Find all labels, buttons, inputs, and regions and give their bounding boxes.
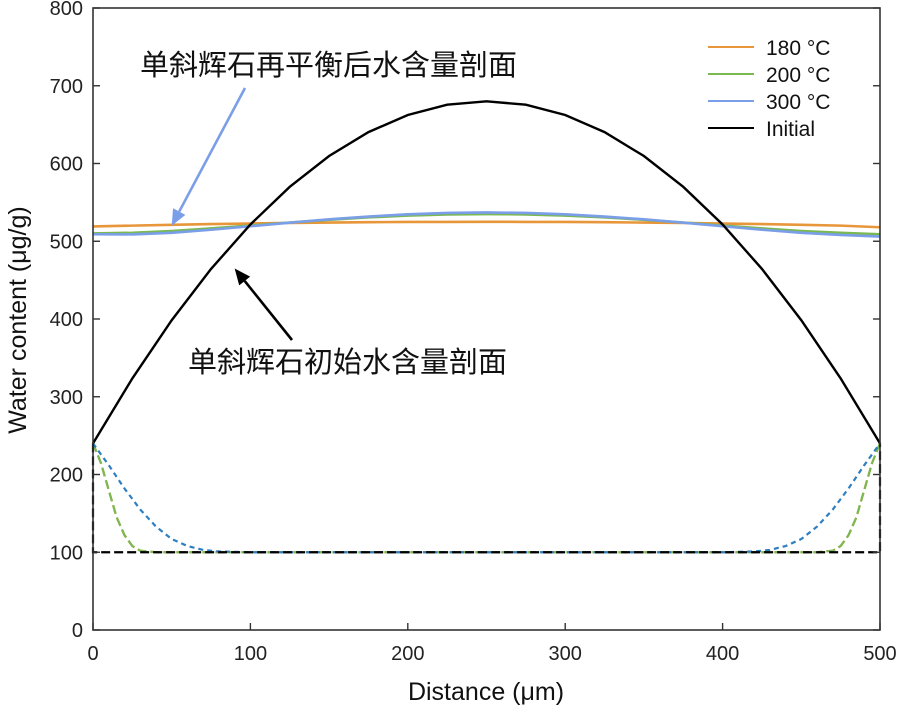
x-tick-label: 100 [234,643,267,665]
series-line-initial [91,100,882,445]
y-tick-label: 400 [50,309,83,331]
x-axis-label: Distance (μm) [408,678,564,706]
y-axis-label: Water content (μg/g) [4,206,32,433]
legend-label: Initial [766,118,815,141]
legend-label: 200 °C [766,64,830,87]
arrow-reequilibrated-shaft [178,87,247,213]
axis-ticks: 0 100 200 300 400 500 0 100 200 300 400 500 600 700 80… [50,0,897,665]
dashed-series-line-2 [92,442,881,554]
y-tick-label: 800 [50,0,83,20]
legend: 180 °C 200 °C 300 °C Initial [708,37,830,141]
dashed-series-line-0 [91,442,882,554]
legend-label: 180 °C [766,37,830,60]
arrow-reequilibrated-head [171,208,186,226]
x-tick-label: 400 [706,643,739,665]
series-line-300c [92,211,881,238]
dashed-series-line-3 [91,443,882,554]
annotations: 单斜辉石再平衡后水含量剖面 单斜辉石初始水含量剖面 [140,49,517,379]
y-tick-label: 0 [72,620,83,642]
x-tick-label: 0 [87,643,98,665]
dashed-series-line-1 [91,442,882,554]
y-tick-label: 700 [50,76,83,98]
series-line-180c [92,220,881,229]
x-tick-label: 200 [391,643,424,665]
legend-label: 300 °C [766,91,830,114]
x-tick-label: 500 [863,643,896,665]
annotation-reequilibrated: 单斜辉石再平衡后水含量剖面 [140,49,517,82]
plot-marks [91,100,882,554]
x-tick-label: 300 [549,643,582,665]
y-tick-label: 300 [50,387,83,409]
y-tick-label: 500 [50,231,83,253]
y-tick-label: 600 [50,154,83,176]
arrow-initial-shaft [243,280,294,341]
arrow-initial-head [234,268,251,286]
y-tick-label: 200 [50,465,83,487]
annotation-initial: 单斜辉石初始水含量剖面 [188,346,507,379]
y-tick-label: 100 [50,542,83,564]
